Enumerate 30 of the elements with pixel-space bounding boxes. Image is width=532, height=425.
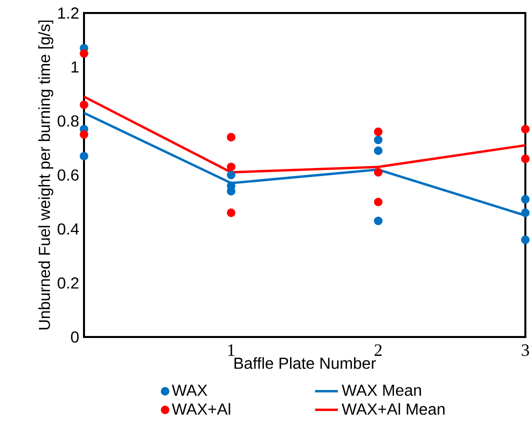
point xyxy=(80,49,88,58)
y-tick-label: 1 xyxy=(72,62,79,73)
x-tick-label: 3 xyxy=(522,344,529,356)
y-axis-title: Unburned Fuel weight per burning time [g/s] xyxy=(38,20,54,330)
point xyxy=(226,208,236,218)
point xyxy=(374,216,382,226)
x-tick-label: 2 xyxy=(374,344,382,356)
point xyxy=(374,136,382,144)
legend-label: WAX+Al Mean xyxy=(342,403,445,415)
x-axis-title: Baffle Plate Number xyxy=(234,357,376,369)
legend-label: WAX+Al xyxy=(172,403,230,415)
legend-label: WAX Mean xyxy=(342,384,421,396)
point xyxy=(374,198,382,206)
point xyxy=(374,146,382,155)
point xyxy=(226,162,236,172)
point xyxy=(80,152,88,160)
point xyxy=(374,128,382,136)
x-tick-label: 1 xyxy=(228,344,234,356)
y-tick-label: 0.6 xyxy=(58,169,79,181)
point xyxy=(80,100,88,110)
point xyxy=(226,132,236,142)
y-tick-label: 0.4 xyxy=(58,223,79,235)
y-tick-label: 1.2 xyxy=(58,7,78,19)
point xyxy=(80,130,88,139)
point xyxy=(374,168,382,177)
legend-label: WAX xyxy=(172,384,208,396)
y-tick-label: 0.2 xyxy=(58,277,78,289)
point xyxy=(226,170,236,180)
y-tick-label: 0.8 xyxy=(58,115,79,127)
y-tick-label: 0 xyxy=(71,331,79,343)
